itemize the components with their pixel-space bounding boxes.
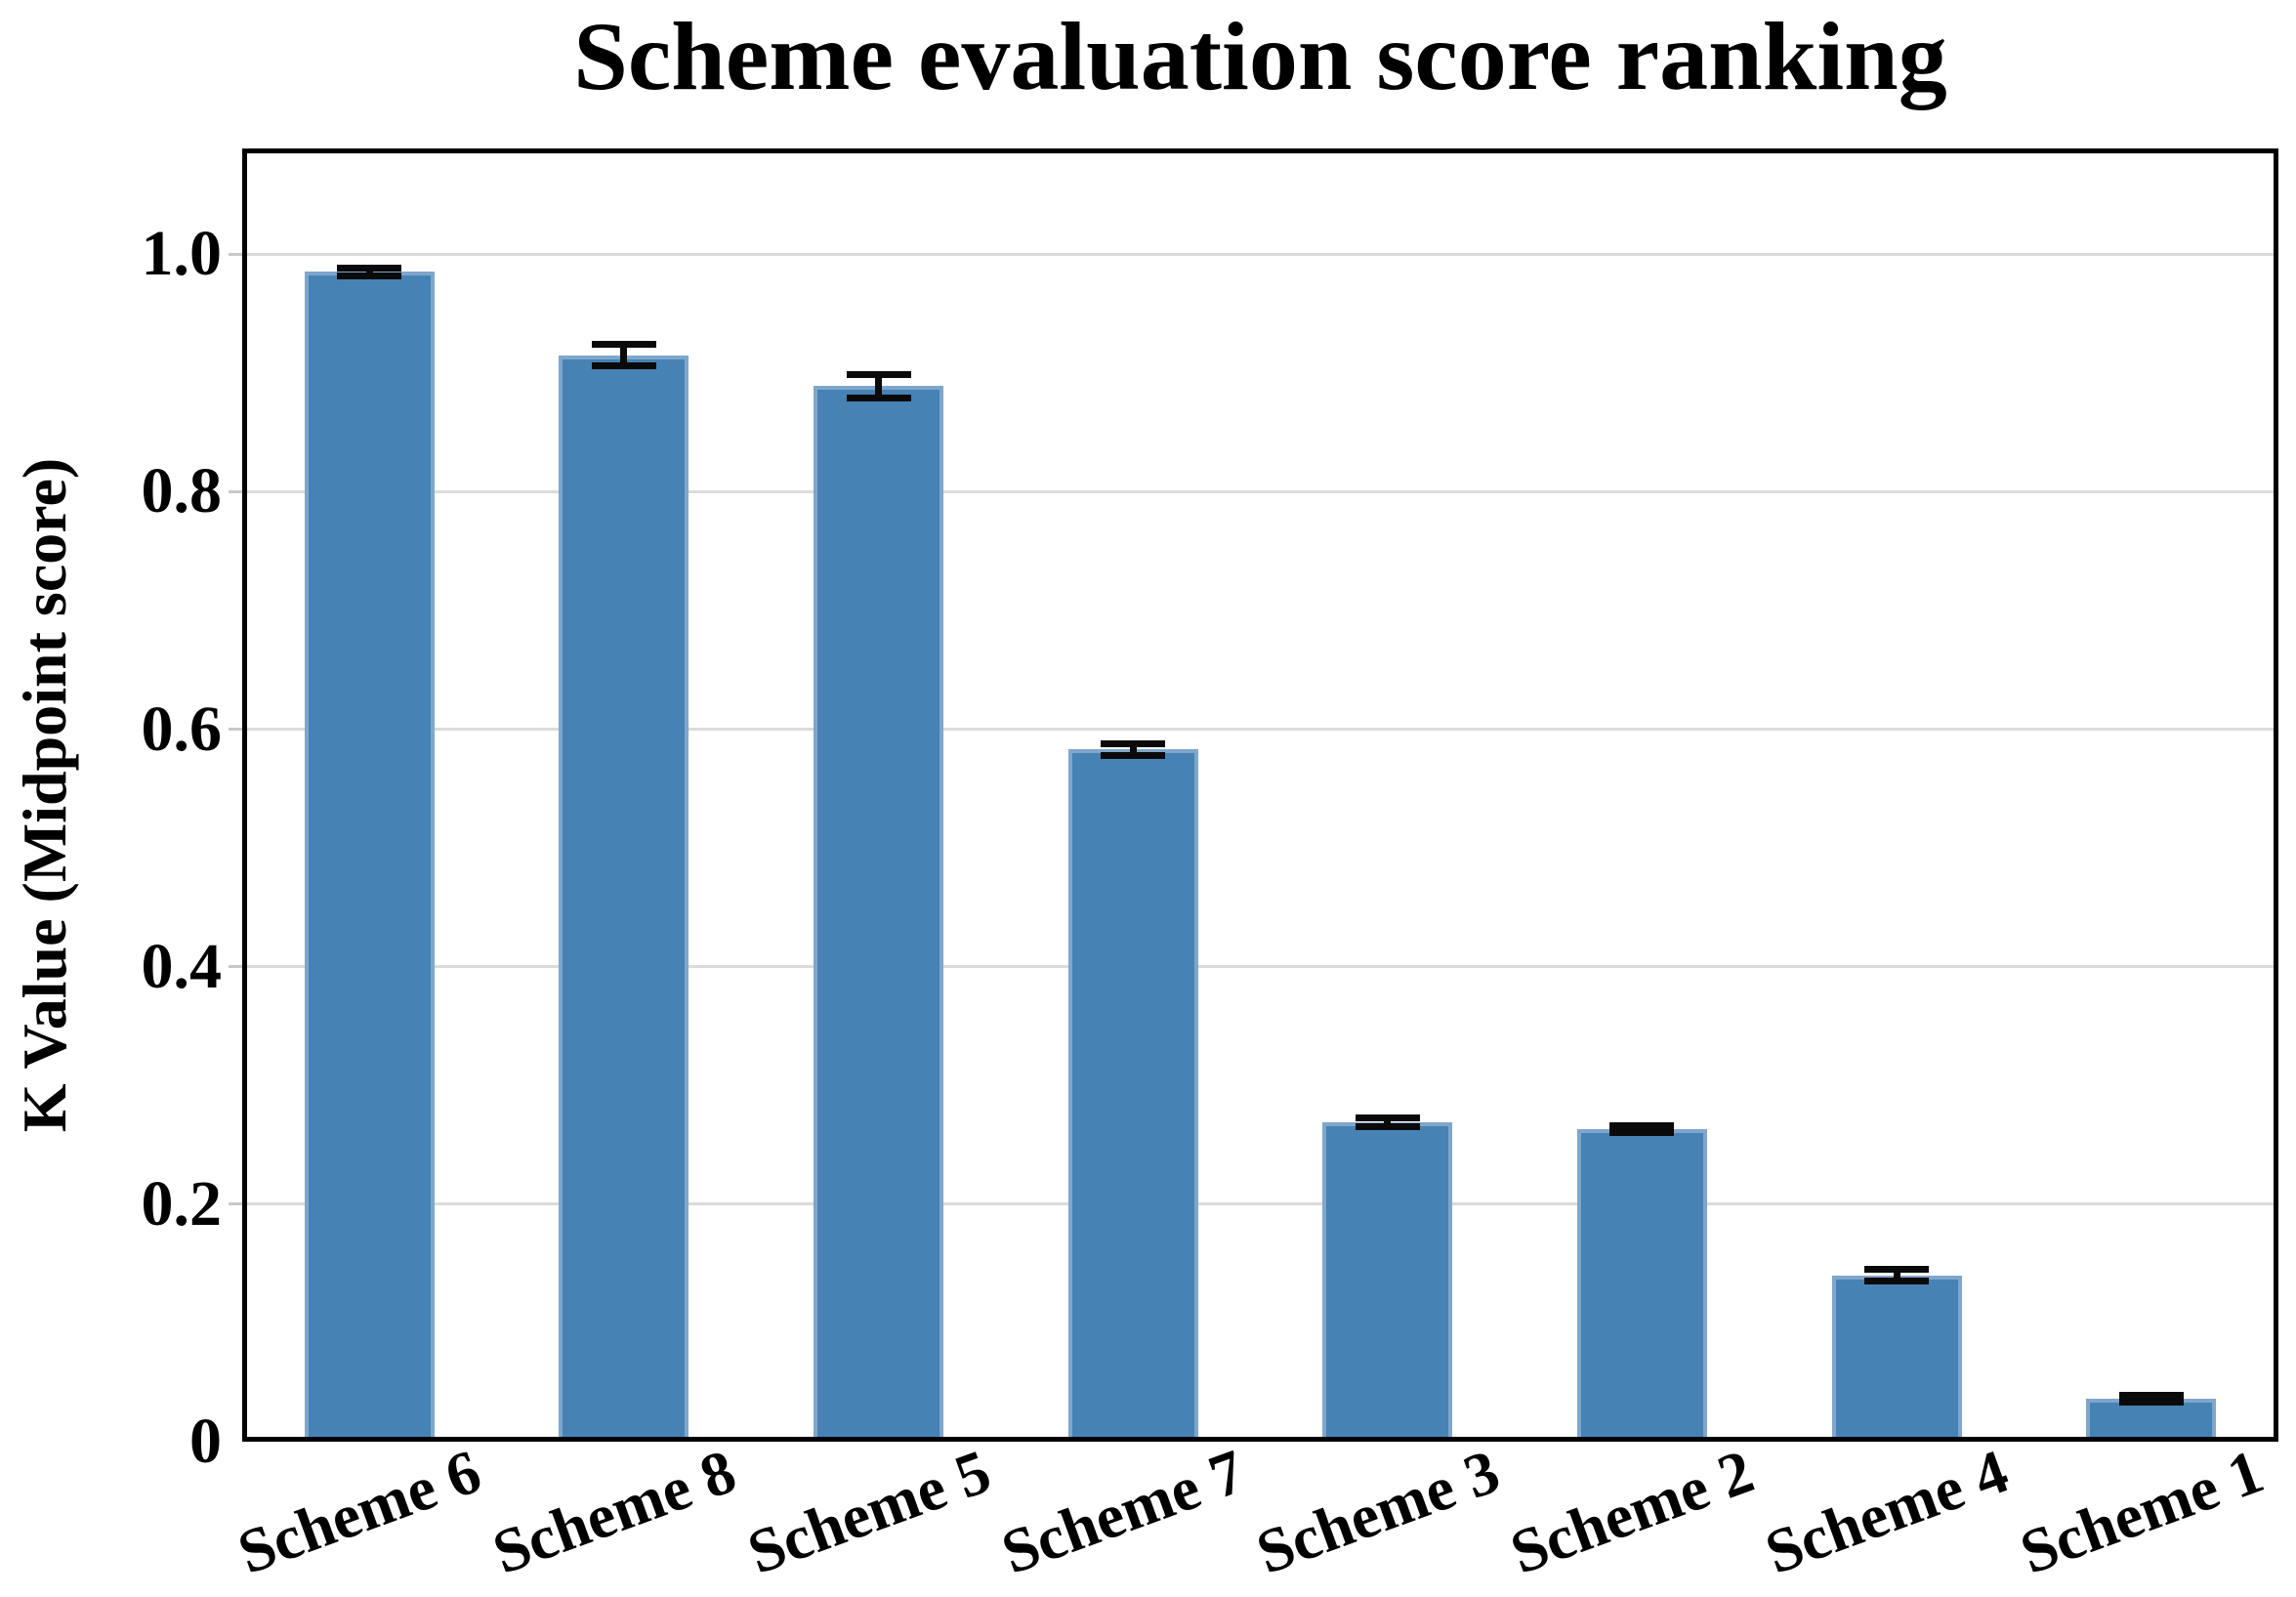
error-bar-line <box>365 268 373 276</box>
error-bar-line <box>620 344 628 366</box>
error-bar-cap <box>2118 1392 2184 1400</box>
gridline <box>242 252 2278 256</box>
plot-area <box>242 148 2278 1442</box>
error-bar-cap <box>1101 751 1166 759</box>
y-tick-mark <box>229 728 242 732</box>
error-bar-cap <box>337 272 402 279</box>
gridline <box>242 1202 2278 1206</box>
error-bar-cap <box>337 265 402 273</box>
y-tick-label: 1.0 <box>141 218 223 290</box>
bar <box>1576 1129 1707 1442</box>
y-tick-mark <box>229 252 242 256</box>
bar <box>1067 749 1198 1442</box>
bar <box>1322 1121 1453 1442</box>
error-bar-line <box>1893 1269 1900 1282</box>
bar <box>304 272 435 1442</box>
error-bar-line <box>1638 1125 1646 1133</box>
bar <box>814 386 944 1442</box>
y-tick-label: 0.8 <box>141 455 223 527</box>
error-bar-cap <box>1864 1278 1930 1285</box>
gridline <box>242 489 2278 493</box>
error-bar-cap <box>1864 1266 1930 1274</box>
error-bar-cap <box>1101 739 1166 747</box>
error-bar-cap <box>591 341 656 349</box>
error-bar-line <box>1384 1117 1392 1127</box>
error-bar-cap <box>1355 1114 1420 1121</box>
y-tick-label: 0 <box>189 1406 222 1477</box>
error-bar-cap <box>846 370 911 378</box>
y-axis-label: K Value (Midpoint score) <box>10 457 79 1133</box>
gridline <box>242 728 2278 732</box>
chart-title: Scheme evaluation score ranking <box>573 2 1947 110</box>
y-tick-label: 0.4 <box>141 930 223 1002</box>
error-bar-cap <box>1609 1122 1675 1130</box>
y-tick-label: 0.2 <box>141 1167 223 1240</box>
error-bar-cap <box>1609 1129 1675 1137</box>
error-bar-cap <box>846 394 911 401</box>
error-bar-cap <box>2118 1399 2184 1407</box>
bar <box>1831 1275 1962 1442</box>
y-tick-label: 0.6 <box>141 693 223 765</box>
error-bar-line <box>875 374 883 399</box>
error-bar-cap <box>1355 1123 1420 1131</box>
error-bar-line <box>2148 1395 2155 1403</box>
bar <box>559 355 689 1442</box>
y-tick-mark <box>229 489 242 493</box>
error-bar-line <box>1129 743 1137 756</box>
gridline <box>242 965 2278 969</box>
y-tick-mark <box>229 965 242 969</box>
error-bar-cap <box>591 361 656 369</box>
y-tick-mark <box>229 1202 242 1206</box>
